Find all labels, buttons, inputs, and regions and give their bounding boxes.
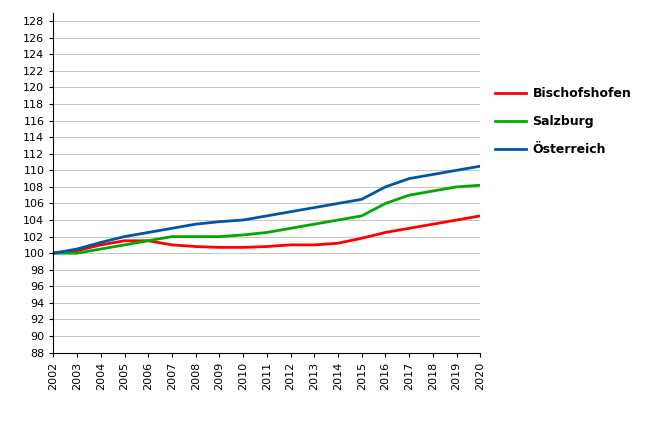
Salzburg [168, 234, 176, 239]
Bischofshofen [429, 221, 437, 227]
Österreich [287, 209, 295, 214]
Salzburg [358, 213, 366, 218]
Österreich [144, 230, 152, 235]
Salzburg [263, 230, 271, 235]
Österreich [97, 240, 105, 245]
Österreich [334, 201, 342, 206]
Salzburg [49, 251, 57, 256]
Salzburg [452, 184, 460, 190]
Bischofshofen [168, 243, 176, 248]
Salzburg [429, 188, 437, 194]
Österreich [452, 168, 460, 173]
Österreich [405, 176, 413, 181]
Bischofshofen [144, 238, 152, 243]
Österreich [429, 172, 437, 177]
Bischofshofen [191, 244, 199, 249]
Österreich [382, 184, 390, 190]
Salzburg [382, 201, 390, 206]
Bischofshofen [310, 243, 318, 248]
Salzburg [73, 251, 81, 256]
Salzburg [405, 193, 413, 198]
Österreich [358, 197, 366, 202]
Österreich [121, 234, 129, 239]
Bischofshofen [476, 213, 484, 218]
Line: Salzburg: Salzburg [53, 185, 480, 253]
Bischofshofen [121, 238, 129, 243]
Österreich [168, 226, 176, 231]
Salzburg [97, 246, 105, 252]
Österreich [310, 205, 318, 210]
Bischofshofen [452, 218, 460, 223]
Österreich [215, 219, 223, 224]
Bischofshofen [73, 248, 81, 253]
Salzburg [215, 234, 223, 239]
Line: Österreich: Österreich [53, 166, 480, 253]
Salzburg [476, 183, 484, 188]
Bischofshofen [382, 230, 390, 235]
Bischofshofen [334, 241, 342, 246]
Österreich [263, 213, 271, 218]
Bischofshofen [239, 245, 247, 250]
Österreich [476, 163, 484, 169]
Bischofshofen [49, 251, 57, 256]
Salzburg [310, 221, 318, 227]
Österreich [49, 251, 57, 256]
Bischofshofen [358, 236, 366, 241]
Salzburg [121, 243, 129, 248]
Salzburg [191, 234, 199, 239]
Salzburg [239, 232, 247, 237]
Bischofshofen [405, 226, 413, 231]
Salzburg [144, 238, 152, 243]
Österreich [73, 246, 81, 252]
Bischofshofen [215, 245, 223, 250]
Österreich [191, 221, 199, 227]
Salzburg [334, 218, 342, 223]
Salzburg [287, 226, 295, 231]
Bischofshofen [287, 243, 295, 248]
Österreich [239, 218, 247, 223]
Bischofshofen [97, 243, 105, 248]
Bischofshofen [263, 244, 271, 249]
Line: Bischofshofen: Bischofshofen [53, 216, 480, 253]
Legend: Bischofshofen, Salzburg, Österreich: Bischofshofen, Salzburg, Österreich [495, 87, 632, 156]
